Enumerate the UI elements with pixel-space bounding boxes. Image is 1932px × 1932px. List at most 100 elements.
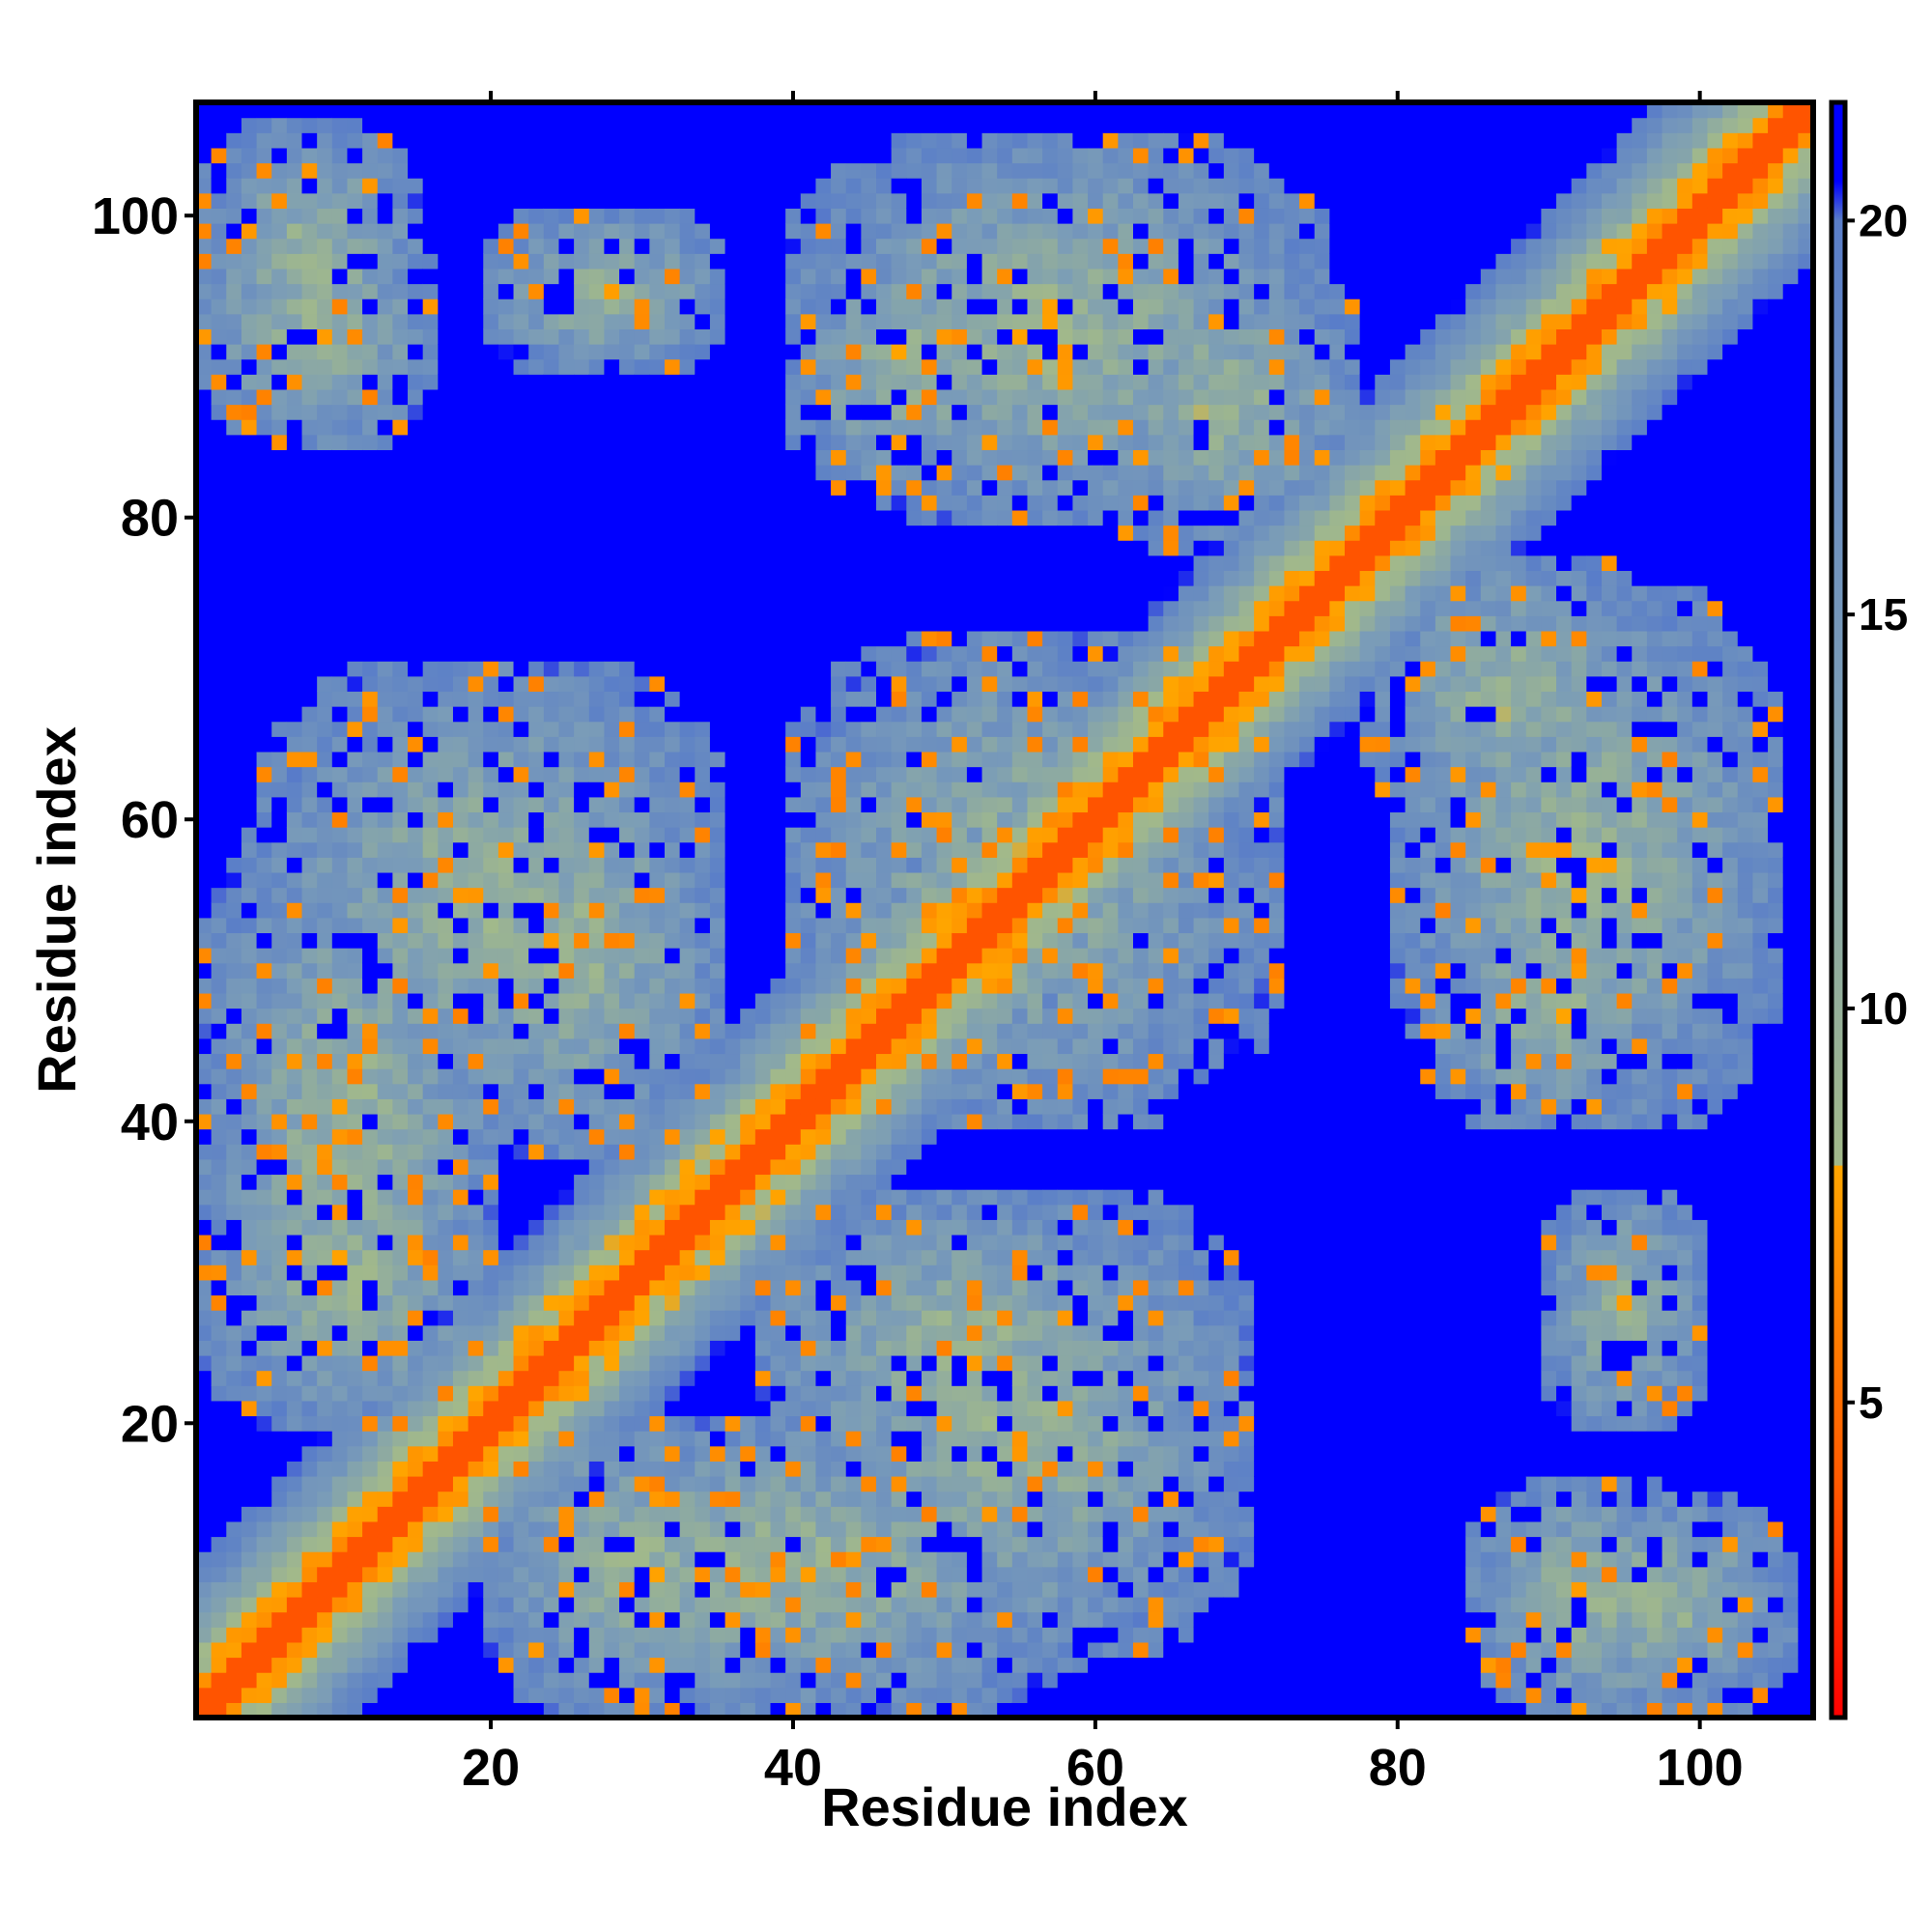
heatmap-cell	[785, 932, 802, 949]
heatmap-cell	[408, 1158, 424, 1176]
heatmap-cell	[317, 525, 333, 541]
heatmap-cell	[196, 162, 213, 179]
heatmap-cell	[331, 1520, 349, 1538]
heatmap-cell	[619, 978, 636, 994]
heatmap-cell	[558, 1596, 575, 1613]
heatmap-cell	[558, 253, 575, 270]
heatmap-cell	[619, 253, 636, 270]
heatmap-cell	[513, 283, 529, 299]
heatmap-cell	[695, 661, 711, 677]
heatmap-cell	[604, 449, 620, 466]
heatmap-cell	[619, 388, 636, 406]
heatmap-cell	[377, 1264, 393, 1281]
heatmap-cell	[286, 1520, 303, 1538]
heatmap-cell	[831, 615, 847, 632]
heatmap-cell	[377, 102, 393, 119]
heatmap-cell	[271, 841, 288, 858]
heatmap-cell	[815, 178, 832, 194]
heatmap-cell	[709, 1158, 726, 1176]
heatmap-cell	[815, 208, 832, 224]
heatmap-cell	[241, 509, 258, 526]
heatmap-cell	[588, 358, 606, 375]
heatmap-cell	[754, 1461, 772, 1477]
heatmap-cell	[876, 328, 893, 345]
heatmap-cell	[196, 857, 213, 873]
heatmap-cell	[317, 1128, 333, 1145]
heatmap-cell	[392, 1400, 409, 1417]
heatmap-cell	[800, 1294, 817, 1311]
heatmap-cell	[331, 1461, 349, 1477]
heatmap-cell	[211, 871, 227, 889]
heatmap-cell	[513, 827, 529, 843]
heatmap-cell	[377, 253, 393, 270]
heatmap-cell	[664, 645, 681, 662]
heatmap-cell	[271, 268, 288, 285]
heatmap-cell	[331, 1596, 349, 1613]
heatmap-cell	[770, 102, 786, 119]
heatmap-cell	[558, 887, 575, 903]
heatmap-cell	[286, 1672, 303, 1689]
heatmap-cell	[543, 525, 560, 541]
heatmap-cell	[528, 374, 545, 390]
heatmap-cell	[362, 509, 379, 526]
heatmap-cell	[301, 811, 318, 828]
heatmap-cell	[619, 268, 636, 285]
heatmap-cell	[754, 1370, 772, 1386]
heatmap-cell	[634, 132, 650, 149]
heatmap-cell	[831, 751, 847, 768]
heatmap-cell	[588, 1113, 606, 1130]
heatmap-cell	[286, 841, 303, 858]
heatmap-cell	[709, 1098, 726, 1115]
heatmap-cell	[513, 178, 529, 194]
heatmap-cell	[558, 917, 575, 934]
heatmap-cell	[513, 691, 529, 707]
heatmap-cell	[497, 238, 515, 254]
heatmap-cell	[468, 570, 484, 586]
heatmap-cell	[574, 253, 590, 270]
heatmap-cell	[452, 1204, 469, 1220]
heatmap-cell	[770, 871, 786, 889]
heatmap-cell	[317, 1023, 333, 1039]
heatmap-cell	[347, 992, 363, 1009]
heatmap-cell	[845, 1128, 862, 1145]
heatmap-cell	[891, 1204, 907, 1220]
heatmap-cell	[256, 1475, 272, 1492]
heatmap-cell	[754, 147, 772, 164]
heatmap-cell	[513, 313, 529, 329]
heatmap-cell	[483, 841, 499, 858]
heatmap-cell	[483, 1596, 499, 1613]
heatmap-cell	[815, 992, 832, 1009]
heatmap-cell	[785, 1461, 802, 1477]
heatmap-cell	[301, 721, 318, 737]
heatmap-cell	[452, 1400, 469, 1417]
heatmap-cell	[392, 1506, 409, 1522]
heatmap-cell	[301, 419, 318, 436]
heatmap-cell	[196, 570, 213, 586]
heatmap-cell	[483, 600, 499, 616]
heatmap-cell	[815, 1491, 832, 1507]
heatmap-cell	[709, 1354, 726, 1372]
heatmap-cell	[588, 1037, 606, 1055]
heatmap-cell	[574, 1158, 590, 1176]
heatmap-cell	[347, 540, 363, 556]
heatmap-cell	[422, 1431, 439, 1447]
heatmap-cell	[754, 1174, 772, 1190]
heatmap-cell	[770, 1189, 786, 1206]
heatmap-cell	[634, 328, 650, 345]
heatmap-cell	[558, 525, 575, 541]
heatmap-cell	[831, 1279, 847, 1296]
heatmap-cell	[800, 223, 817, 240]
heatmap-cell	[256, 1249, 272, 1265]
heatmap-cell	[649, 540, 666, 556]
heatmap-cell	[196, 344, 213, 360]
heatmap-cell	[468, 1189, 484, 1206]
heatmap-cell	[770, 600, 786, 616]
heatmap-cell	[619, 1566, 636, 1582]
heatmap-cell	[468, 404, 484, 420]
heatmap-cell	[845, 404, 862, 420]
heatmap-cell	[286, 706, 303, 723]
heatmap-cell	[785, 1354, 802, 1372]
heatmap-cell	[815, 1189, 832, 1206]
heatmap-cell	[408, 495, 424, 511]
heatmap-cell	[377, 917, 393, 934]
